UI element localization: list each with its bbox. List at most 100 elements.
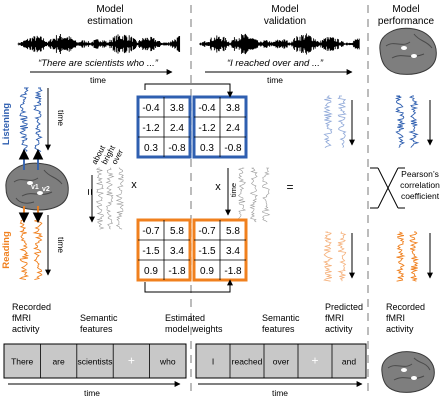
trace-line (408, 95, 420, 148)
matrix-cell: -0.4 (198, 103, 216, 114)
audio-waveform-validation (199, 33, 360, 55)
label-semantic-right-1: Semantic (262, 313, 300, 323)
matrix-cell: 3.4 (170, 246, 184, 257)
connector-reading-matrices (144, 279, 233, 293)
bottom-labels: Recorded fMRI activity Semantic features… (12, 302, 425, 334)
label-recorded-right-3: activity (386, 324, 414, 334)
brain-region-marker (401, 46, 407, 50)
trace-line (394, 95, 406, 148)
matrix-cell: 2.4 (226, 123, 240, 134)
matrix-cell: 0.9 (144, 266, 158, 277)
weight-matrix-reading-validation: -0.7 5.8 -1.5 3.4 0.9 -1.8 (192, 218, 248, 282)
label-listening: Listening (1, 103, 12, 145)
matrix-cell: -1.5 (198, 246, 216, 257)
trace-line (337, 95, 347, 148)
matrix-cell: -0.8 (224, 143, 242, 154)
pearson-label-2: correlation (400, 180, 440, 190)
matrix-cell: -0.7 (142, 226, 160, 237)
matrix-cell: -1.8 (168, 266, 186, 277)
multiply-sign-left: x (131, 179, 137, 191)
word-cell: + (128, 354, 135, 368)
word-cell: + (311, 354, 318, 368)
label-semantic-left-2: features (80, 324, 113, 334)
label-estimated-2: model weights (165, 324, 223, 334)
header-performance-2: performance (378, 16, 435, 27)
word-cell: There (11, 357, 33, 367)
label-semantic-right-2: features (262, 324, 295, 334)
time-label-bottom-left: time (84, 388, 100, 398)
word-cell: over (273, 357, 290, 367)
word-cell: are (52, 357, 65, 367)
brain-region-marker (27, 181, 33, 185)
trace-line (33, 87, 43, 152)
header-estimation-1: Model (96, 4, 123, 15)
weight-matrix-reading-estimation: -0.7 5.8 -1.5 3.4 0.9 -1.8 (136, 218, 192, 282)
matrix-cell: 5.8 (226, 226, 240, 237)
trace-line (18, 215, 30, 281)
fmri-traces-listening-performance (394, 95, 420, 148)
header-validation-1: Model (271, 4, 298, 15)
word-cell: who (159, 357, 176, 367)
semantic-feature-traces-validation (237, 167, 271, 223)
trace-line (396, 231, 406, 282)
time-label-listening: time (56, 110, 66, 126)
fmri-traces-reading-predicted (322, 231, 347, 282)
trace-line (19, 87, 29, 152)
connector-listening-matrices (144, 83, 233, 98)
matrix-cell: 2.4 (170, 123, 184, 134)
matrix-cell: 3.8 (226, 103, 240, 114)
time-label-features-right: time (229, 183, 238, 197)
trace-line (249, 167, 258, 223)
trace-line (337, 231, 347, 282)
equals-sign-right: = (286, 180, 293, 194)
brain-label-v1: v1 (31, 184, 39, 191)
word-cell: reached (232, 357, 263, 367)
trace-line (115, 167, 125, 230)
matrix-cell: 0.3 (144, 143, 158, 154)
equals-sign-left: = (83, 188, 97, 195)
quote-validation: “I reached over and ...” (227, 58, 324, 69)
fmri-traces-reading-performance (396, 231, 420, 282)
fmri-traces-reading-recorded (18, 215, 44, 281)
label-recorded-right-2: fMRI (386, 313, 405, 323)
word-cell: scientists (78, 357, 113, 367)
time-label-estimation: time (90, 75, 106, 85)
audio-waveform-estimation (17, 34, 181, 54)
time-label-reading: time (56, 237, 66, 253)
quote-estimation: “There are scientists who ...” (38, 58, 159, 69)
trace-line (323, 95, 333, 148)
semantic-feature-traces-estimation (95, 167, 125, 230)
matrix-cell: -0.8 (168, 143, 186, 154)
matrix-cell: -1.5 (142, 246, 160, 257)
brain-region-marker (401, 368, 407, 372)
word-cell: I (212, 357, 214, 367)
label-reading: Reading (1, 231, 12, 269)
multiply-sign-right: x (215, 181, 221, 193)
label-predicted-1: Predicted (325, 302, 363, 312)
brain-top-right (379, 27, 437, 75)
matrix-cell: 0.3 (200, 143, 214, 154)
matrix-cell: 3.8 (170, 103, 184, 114)
matrix-cell: 0.9 (200, 266, 214, 277)
trace-line (105, 167, 115, 230)
brain-region-marker (411, 376, 417, 380)
word-cell: and (342, 357, 356, 367)
matrix-cell: -1.8 (224, 266, 242, 277)
correlation-cross-2 (377, 167, 399, 209)
brain-left: v1 v2 (5, 162, 69, 211)
trace-line (262, 167, 271, 223)
matrix-cell: 3.4 (226, 246, 240, 257)
label-recorded-right-1: Recorded (386, 302, 425, 312)
label-semantic-left-1: Semantic (80, 313, 118, 323)
trace-line (237, 167, 247, 223)
matrix-cell: -0.4 (142, 103, 160, 114)
trace-line (322, 231, 334, 282)
fmri-traces-listening-recorded (19, 87, 43, 152)
header-validation-2: validation (264, 16, 306, 27)
header-performance-1: Model (392, 4, 419, 15)
brain-region-marker (37, 191, 43, 195)
label-predicted-2: fMRI (325, 313, 344, 323)
pearson-label-1: Pearson’s (401, 169, 439, 179)
weight-matrix-listening-estimation: -0.4 3.8 -1.2 2.4 0.3 -0.8 (136, 95, 192, 159)
